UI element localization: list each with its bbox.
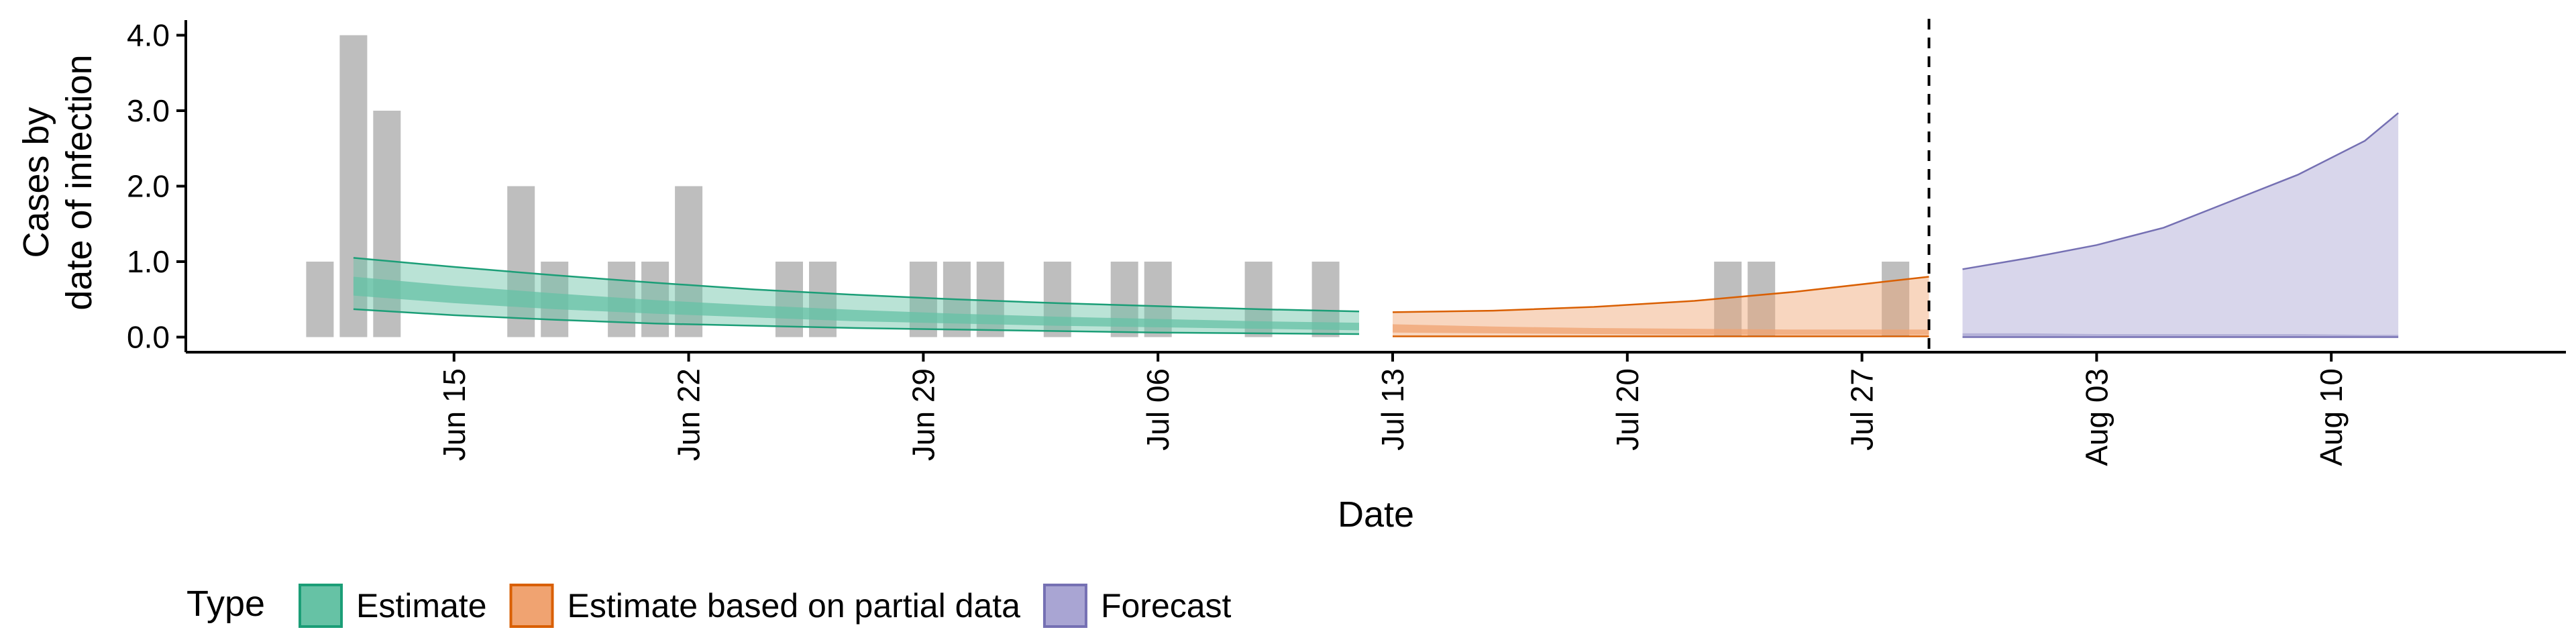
x-tick-label: Jul 20 xyxy=(1610,368,1645,451)
y-axis-title-line-2: date of infection xyxy=(59,54,99,310)
series-2-upper-line xyxy=(1962,112,2399,270)
bar-20 xyxy=(1882,262,1910,337)
series-1-outer-band xyxy=(1393,276,1929,337)
legend-items: Estimate Estimate based on partial data Fo… xyxy=(299,584,1232,628)
series-0-upper-line xyxy=(353,257,1360,313)
bar-19 xyxy=(1748,262,1776,337)
y-axis-title-line-1: Cases by xyxy=(16,107,56,258)
legend-title: Type xyxy=(186,584,265,624)
bar-9 xyxy=(809,262,837,337)
bar-8 xyxy=(775,262,803,337)
series-0-outer-band xyxy=(353,258,1359,334)
x-tick-label: Aug 03 xyxy=(2079,368,2114,466)
legend: Type Estimate Estimate based on partial d… xyxy=(186,584,1232,628)
series-1-upper-line xyxy=(1392,276,1929,313)
x-tick-label: Jun 22 xyxy=(672,368,706,461)
x-tick-label: Jul 27 xyxy=(1845,368,1880,451)
x-tick-label: Jul 06 xyxy=(1140,368,1175,451)
legend-key-2 xyxy=(1042,584,1087,628)
legend-key-1 xyxy=(509,584,554,628)
bar-10 xyxy=(909,262,937,337)
series-1 xyxy=(1392,276,1929,337)
x-tick-label: Aug 10 xyxy=(2314,368,2349,466)
y-tick-label: 2.0 xyxy=(127,169,170,204)
x-tick-label: Jun 15 xyxy=(437,368,472,461)
series-2-inner-band xyxy=(1962,333,2399,337)
legend-key-0 xyxy=(299,584,343,628)
series-2 xyxy=(1962,112,2399,338)
ribbons-layer xyxy=(353,112,2399,338)
bar-12 xyxy=(976,262,1004,337)
x-axis-title: Date xyxy=(1338,494,1414,535)
bar-0 xyxy=(306,262,334,337)
series-2-outer-band xyxy=(1962,113,2399,337)
bar-2 xyxy=(373,111,401,337)
legend-label-1: Estimate based on partial data xyxy=(568,587,1021,625)
y-tick-label: 4.0 xyxy=(127,18,170,53)
x-tick-label: Jun 29 xyxy=(906,368,941,461)
legend-label-2: Forecast xyxy=(1101,587,1232,625)
series-1-inner-band xyxy=(1393,324,1929,335)
y-tick-label: 0.0 xyxy=(127,320,170,355)
series-0 xyxy=(353,257,1360,335)
y-ticks: 0.0 1.0 2.0 3.0 4.0 xyxy=(127,18,186,355)
y-tick-label: 3.0 xyxy=(127,93,170,128)
series-0-lower-line xyxy=(353,308,1360,335)
legend-label-0: Estimate xyxy=(356,587,487,625)
x-ticks: Jun 15 Jun 22 Jun 29 Jul 06 Jul 13 Jul 20 Jul … xyxy=(437,352,2349,466)
bar-3 xyxy=(507,186,535,337)
series-0-inner-band xyxy=(353,276,1359,331)
x-tick-label: Jul 13 xyxy=(1375,368,1410,451)
y-tick-label: 1.0 xyxy=(127,244,170,279)
